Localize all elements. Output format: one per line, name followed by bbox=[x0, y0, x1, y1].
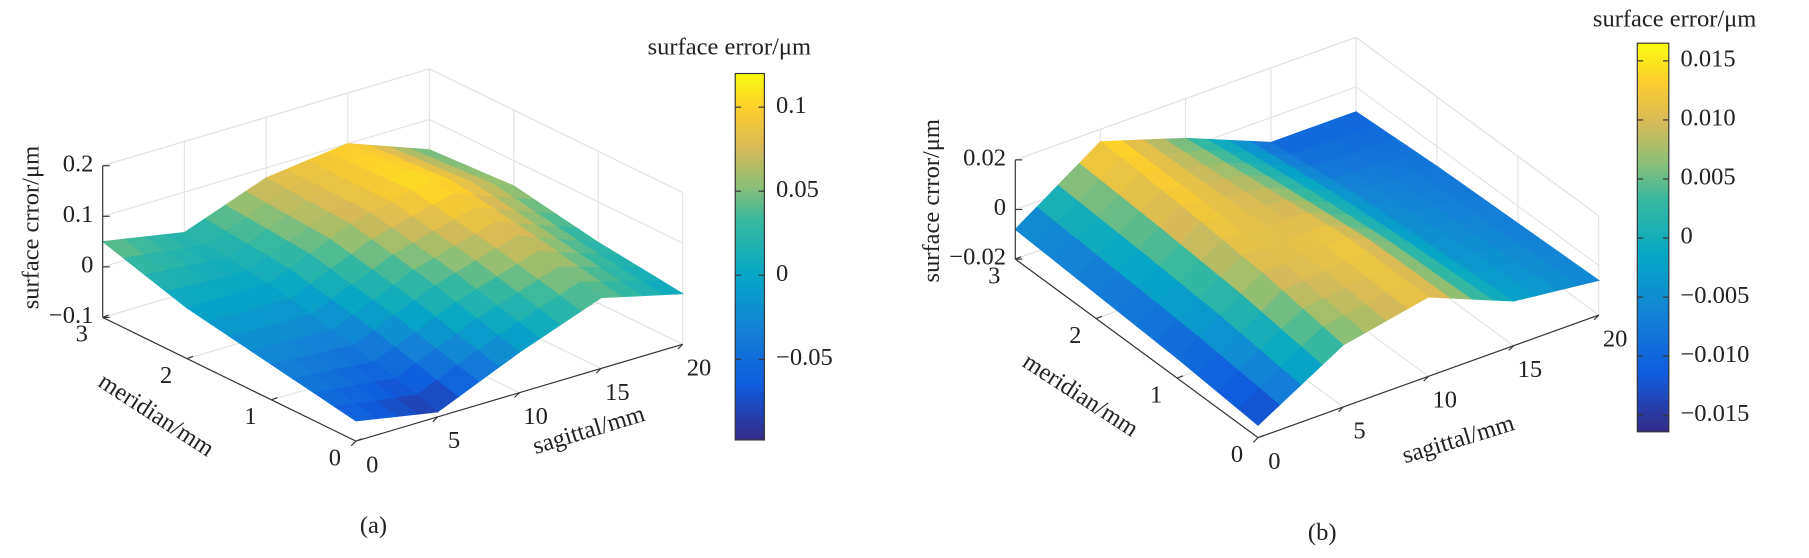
x-tick-label: 0 bbox=[1268, 448, 1280, 475]
colorbar-tick-label: 0.010 bbox=[1680, 105, 1735, 132]
y-tick bbox=[355, 438, 362, 442]
colorbar-tick-label: 0.05 bbox=[776, 176, 819, 203]
panel-label: (a) bbox=[360, 512, 387, 539]
colorbar-tick-label: 0 bbox=[776, 260, 788, 287]
colorbar-tick-label: 0.015 bbox=[1680, 46, 1735, 73]
colorbar bbox=[734, 72, 765, 441]
box-edge bbox=[102, 68, 430, 167]
x-tick bbox=[350, 440, 357, 447]
z-tick-label: 0.1 bbox=[63, 201, 94, 228]
colorbar-title: surface error/μm bbox=[1593, 6, 1756, 33]
colorbar-tick-label: 0 bbox=[1680, 223, 1692, 250]
y-tick-label: 3 bbox=[988, 262, 1000, 289]
y-tick-label: 0 bbox=[329, 444, 341, 471]
x-tick-label: 10 bbox=[523, 403, 548, 430]
y-axis-label: meridian/mm bbox=[1018, 348, 1143, 443]
x-tick-label: 20 bbox=[687, 355, 712, 382]
grid-line bbox=[102, 118, 430, 217]
z-axis-label: surface crror/μm bbox=[17, 146, 44, 309]
surface-patch bbox=[333, 403, 378, 422]
y-axis-label: meridian/mm bbox=[94, 368, 219, 463]
x-tick-label: 20 bbox=[1603, 325, 1628, 352]
x-tick bbox=[595, 368, 602, 374]
grid-line bbox=[1355, 86, 1600, 266]
surface-patch bbox=[1237, 387, 1281, 426]
y-tick-label: 2 bbox=[1069, 322, 1081, 349]
colorbar-tick-label: −0.005 bbox=[1680, 282, 1749, 309]
box-edge bbox=[1015, 36, 1357, 161]
y-tick bbox=[1257, 434, 1265, 439]
y-tick bbox=[271, 397, 278, 401]
y-tick bbox=[1095, 315, 1103, 320]
z-tick-label: 0.02 bbox=[963, 145, 1006, 172]
y-tick-label: 2 bbox=[160, 362, 172, 389]
colorbar-tick-label: 0.005 bbox=[1680, 164, 1735, 191]
z-tick-label: −0.1 bbox=[49, 302, 93, 329]
x-tick bbox=[1338, 406, 1344, 413]
colorbar-title: surface error/μm bbox=[648, 34, 811, 61]
y-tick bbox=[1176, 375, 1184, 379]
colorbar-tick-label: −0.05 bbox=[776, 344, 833, 371]
z-tick-label: 0 bbox=[994, 194, 1006, 221]
z-tick-label: 0.2 bbox=[63, 150, 94, 177]
grid-line bbox=[429, 118, 683, 244]
z-tick-label: 0 bbox=[81, 251, 93, 278]
x-tick-label: 5 bbox=[448, 427, 460, 454]
x-tick bbox=[1423, 375, 1429, 382]
colorbar-tick-label: 0.1 bbox=[776, 92, 807, 119]
colorbar-tick-label: −0.015 bbox=[1680, 400, 1749, 427]
colorbar-tick-label: −0.010 bbox=[1680, 341, 1749, 368]
colorbar bbox=[1636, 42, 1670, 433]
y-tick-label: 1 bbox=[244, 403, 256, 430]
box-edge bbox=[429, 68, 683, 194]
z-axis-label: surface crror/μm bbox=[918, 119, 945, 282]
x-tick bbox=[432, 416, 439, 422]
x-tick bbox=[1252, 437, 1259, 443]
box-edge bbox=[1355, 36, 1600, 217]
x-axis-label: sagittal/mm bbox=[1399, 410, 1518, 470]
x-tick-label: 15 bbox=[605, 379, 630, 406]
z-tick-label: −0.02 bbox=[949, 244, 1006, 271]
y-tick-label: 3 bbox=[76, 321, 88, 348]
y-tick bbox=[186, 355, 194, 360]
y-axis bbox=[102, 316, 357, 442]
x-tick-label: 15 bbox=[1518, 356, 1543, 383]
x-tick-label: 5 bbox=[1353, 417, 1365, 444]
y-axis bbox=[1014, 258, 1259, 439]
panel-label: (b) bbox=[1308, 519, 1337, 546]
x-tick bbox=[514, 392, 520, 398]
x-tick-label: 10 bbox=[1432, 387, 1457, 414]
x-tick bbox=[677, 343, 684, 350]
x-tick bbox=[1593, 314, 1600, 321]
x-tick-label: 0 bbox=[366, 451, 378, 478]
y-tick-label: 1 bbox=[1150, 381, 1162, 408]
y-tick-label: 0 bbox=[1231, 441, 1243, 468]
figure-body: 051015200123−0.100.10.2sagittal/mmmeridi… bbox=[17, 6, 1756, 546]
x-tick bbox=[1508, 345, 1515, 351]
